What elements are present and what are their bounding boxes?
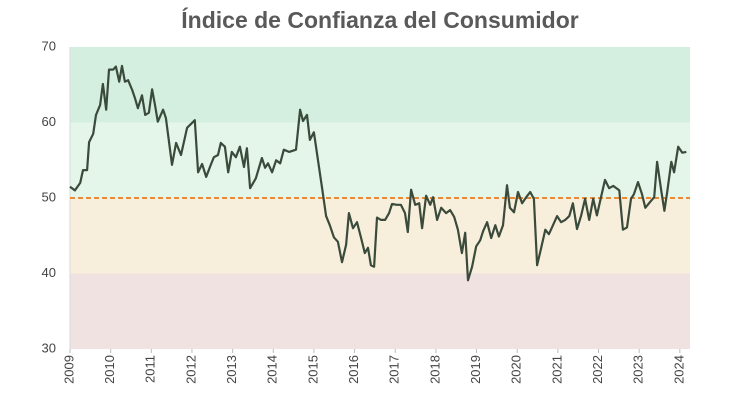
y-tick-label: 50 xyxy=(42,189,56,204)
y-tick-label: 60 xyxy=(42,114,56,129)
x-tick-label: 2019 xyxy=(468,355,483,384)
y-tick-label: 70 xyxy=(42,38,56,53)
x-tick-label: 2020 xyxy=(509,355,524,384)
band xyxy=(70,47,690,123)
x-tick-label: 2022 xyxy=(590,355,605,384)
x-tick-label: 2011 xyxy=(143,355,158,383)
y-tick-label: 40 xyxy=(42,265,56,280)
x-tick-label: 2024 xyxy=(671,355,686,384)
x-tick-label: 2009 xyxy=(61,355,76,384)
band xyxy=(70,198,690,274)
y-tick-label: 30 xyxy=(42,340,56,355)
x-tick-label: 2018 xyxy=(427,355,442,384)
x-tick-label: 2017 xyxy=(387,355,402,384)
x-tick-label: 2016 xyxy=(346,355,361,384)
data-line xyxy=(69,64,687,282)
x-tick-label: 2014 xyxy=(265,355,280,384)
chart-title: Índice de Confianza del Consumidor xyxy=(181,6,578,33)
x-tick-label: 2013 xyxy=(224,355,239,384)
x-tick-label: 2021 xyxy=(549,355,564,384)
band xyxy=(70,273,690,349)
x-tick-label: 2015 xyxy=(305,355,320,384)
x-tick-label: 2012 xyxy=(183,355,198,384)
band xyxy=(70,122,690,198)
x-tick-label: 2010 xyxy=(102,355,117,384)
x-tick-label: 2023 xyxy=(631,355,646,384)
